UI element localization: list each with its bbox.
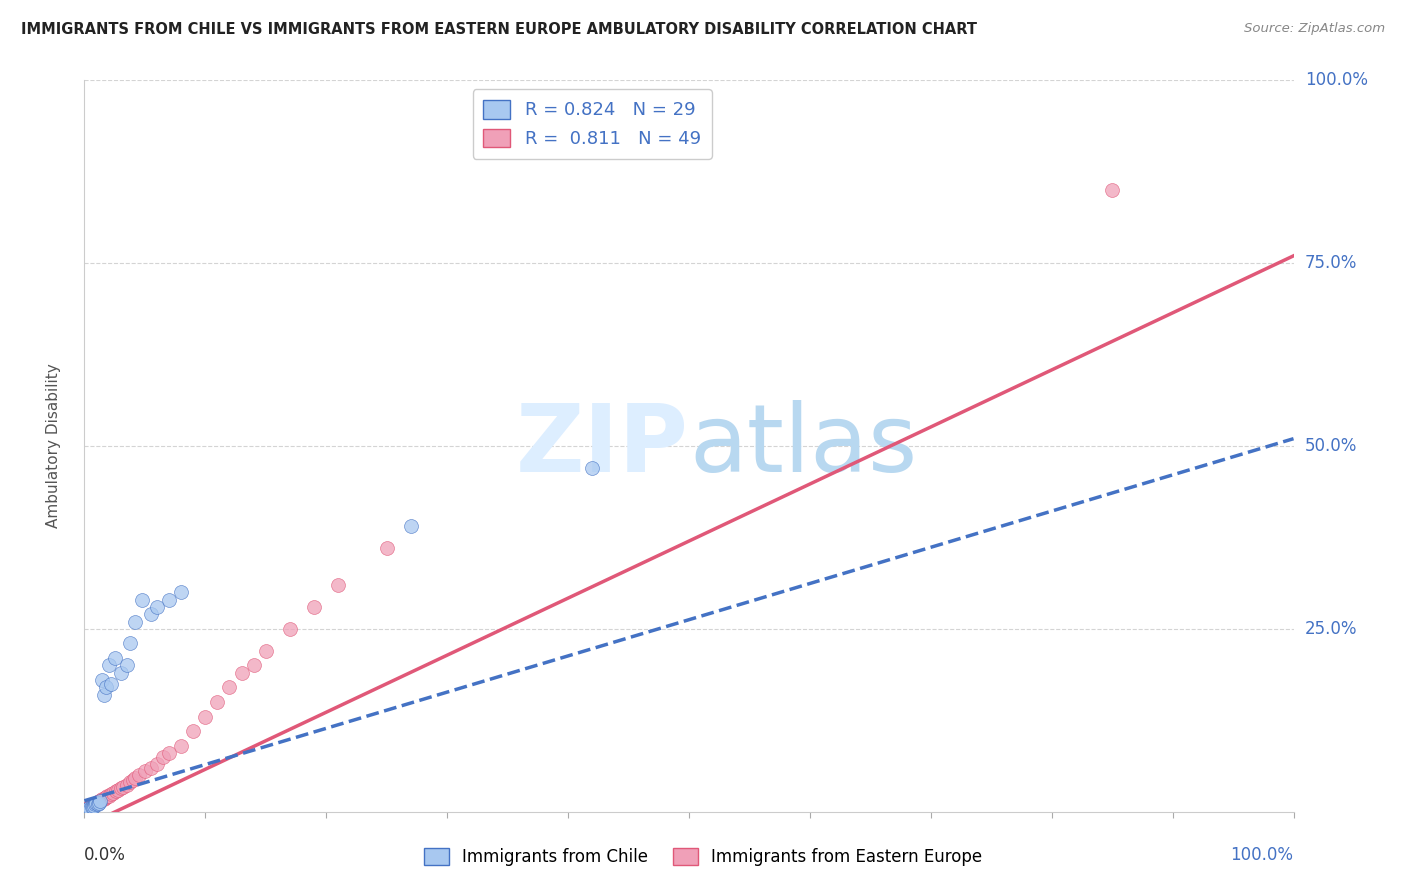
- Point: [84, 797, 107, 812]
- Point: [121, 773, 143, 788]
- Point: [86, 797, 108, 812]
- Point: [96, 789, 118, 804]
- Text: atlas: atlas: [689, 400, 917, 492]
- Point: [86, 796, 108, 810]
- Point: [89, 794, 111, 808]
- Text: ZIP: ZIP: [516, 400, 689, 492]
- Point: [77, 800, 100, 814]
- Point: [97, 658, 120, 673]
- Point: [82, 799, 104, 814]
- Legend: Immigrants from Chile, Immigrants from Eastern Europe: Immigrants from Chile, Immigrants from E…: [415, 840, 991, 875]
- Point: [120, 636, 142, 650]
- Point: [115, 658, 138, 673]
- Point: [399, 519, 422, 533]
- Point: [94, 790, 117, 805]
- Point: [89, 794, 111, 808]
- Point: [77, 802, 100, 816]
- Point: [110, 665, 132, 680]
- Point: [231, 665, 253, 680]
- Point: [181, 724, 204, 739]
- Point: [146, 599, 169, 614]
- Point: [157, 746, 180, 760]
- Point: [115, 778, 138, 792]
- Point: [375, 541, 398, 556]
- Point: [76, 803, 98, 817]
- Point: [91, 792, 114, 806]
- Point: [157, 592, 180, 607]
- Text: Source: ZipAtlas.com: Source: ZipAtlas.com: [1244, 22, 1385, 36]
- Text: IMMIGRANTS FROM CHILE VS IMMIGRANTS FROM EASTERN EUROPE AMBULATORY DISABILITY CO: IMMIGRANTS FROM CHILE VS IMMIGRANTS FROM…: [21, 22, 977, 37]
- Point: [100, 787, 122, 801]
- Point: [90, 793, 112, 807]
- Point: [302, 599, 325, 614]
- Legend: R = 0.824   N = 29, R =  0.811   N = 49: R = 0.824 N = 29, R = 0.811 N = 49: [472, 89, 711, 159]
- Point: [104, 784, 127, 798]
- Point: [139, 607, 162, 622]
- Point: [80, 798, 103, 813]
- Point: [86, 795, 108, 809]
- Text: 100.0%: 100.0%: [1230, 847, 1294, 864]
- Point: [1101, 183, 1123, 197]
- Point: [80, 800, 103, 814]
- Point: [124, 771, 146, 785]
- Point: [146, 757, 169, 772]
- Point: [170, 739, 193, 753]
- Point: [83, 798, 105, 813]
- Point: [83, 797, 105, 812]
- Point: [170, 585, 193, 599]
- Point: [104, 651, 127, 665]
- Point: [112, 780, 135, 794]
- Point: [254, 644, 277, 658]
- Point: [94, 681, 117, 695]
- Text: 25.0%: 25.0%: [1305, 620, 1357, 638]
- Point: [218, 681, 240, 695]
- Point: [94, 790, 117, 805]
- Point: [84, 797, 107, 811]
- Text: 0.0%: 0.0%: [84, 847, 127, 864]
- Point: [207, 695, 229, 709]
- Point: [278, 622, 301, 636]
- Point: [82, 798, 104, 813]
- Point: [76, 802, 98, 816]
- Y-axis label: Ambulatory Disability: Ambulatory Disability: [46, 364, 60, 528]
- Point: [328, 578, 350, 592]
- Point: [79, 802, 101, 816]
- Point: [124, 615, 146, 629]
- Point: [134, 764, 156, 779]
- Point: [93, 688, 115, 702]
- Point: [93, 791, 115, 805]
- Point: [194, 709, 217, 723]
- Point: [131, 592, 153, 607]
- Point: [103, 786, 125, 800]
- Point: [77, 801, 100, 815]
- Point: [120, 775, 142, 789]
- Point: [87, 795, 110, 809]
- Point: [110, 781, 132, 796]
- Point: [79, 799, 101, 814]
- Text: 100.0%: 100.0%: [1305, 71, 1368, 89]
- Point: [86, 796, 108, 810]
- Point: [581, 461, 603, 475]
- Text: 50.0%: 50.0%: [1305, 437, 1357, 455]
- Point: [152, 749, 174, 764]
- Point: [242, 658, 264, 673]
- Point: [139, 761, 162, 775]
- Point: [91, 673, 114, 687]
- Text: 75.0%: 75.0%: [1305, 254, 1357, 272]
- Point: [97, 789, 120, 803]
- Point: [107, 782, 129, 797]
- Point: [128, 768, 150, 782]
- Point: [75, 803, 97, 817]
- Point: [100, 676, 122, 690]
- Point: [87, 796, 110, 810]
- Point: [77, 801, 100, 815]
